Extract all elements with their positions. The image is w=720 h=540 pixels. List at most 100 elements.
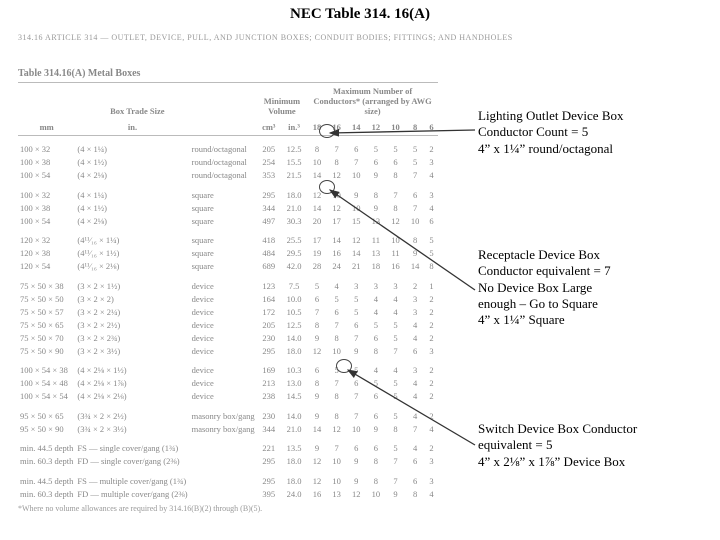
annotation: Switch Device Box Conductorequivalent = … <box>478 421 708 470</box>
highlight-circle <box>319 180 335 194</box>
cell: 10 <box>405 214 425 227</box>
cell: 100 × 54 × 38 <box>18 357 75 377</box>
cell: 6 <box>327 305 347 318</box>
cell: 95 × 50 × 65 <box>18 403 75 423</box>
cell: round/octagonal <box>190 169 257 182</box>
cell: 2 <box>405 273 425 293</box>
cell: 3 <box>425 344 438 357</box>
cell: 4 <box>425 487 438 500</box>
cell: 21.0 <box>281 422 307 435</box>
cell: 295 <box>257 344 281 357</box>
cell: 13.5 <box>281 435 307 455</box>
cell: 75 × 50 × 50 <box>18 292 75 305</box>
cell: 8 <box>327 331 347 344</box>
cell: 14 <box>307 201 327 214</box>
cell: 13.0 <box>281 377 307 390</box>
cell: 9 <box>346 455 366 468</box>
th-min-vol: Minimum Volume <box>257 83 308 120</box>
cell: square <box>190 214 257 227</box>
th-trade-size: Box Trade Size <box>18 83 257 120</box>
cell: (4 × 2⅛ × 2⅛) <box>75 390 189 403</box>
table-row: 120 × 38(4¹¹⁄₁₆ × 1½)square48429.5191614… <box>18 247 438 260</box>
cell: 13 <box>366 214 386 227</box>
cell: 6 <box>366 435 386 455</box>
cell: 295 <box>257 182 281 202</box>
th-in3: in.³ <box>281 119 307 136</box>
table-row: 75 × 50 × 65(3 × 2 × 2½)device20512.5876… <box>18 318 438 331</box>
cell: 28 <box>307 260 327 273</box>
cell: 5 <box>425 247 438 260</box>
cell: 8 <box>327 156 347 169</box>
cell: 21.0 <box>281 201 307 214</box>
cell: 3 <box>366 273 386 293</box>
cell: min. 60.3 depth <box>18 455 75 468</box>
cell: 7 <box>386 455 406 468</box>
table-row: 100 × 54 × 54(4 × 2⅛ × 2⅛)device23814.59… <box>18 390 438 403</box>
cell: 3 <box>386 273 406 293</box>
cell: 10 <box>366 487 386 500</box>
cell: 13 <box>366 247 386 260</box>
cell: (3 × 2 × 2) <box>75 292 189 305</box>
cell: 12 <box>346 227 366 247</box>
cell: 18.0 <box>281 468 307 488</box>
cell: 9 <box>366 422 386 435</box>
cell: (4¹¹⁄₁₆ × 1½) <box>75 247 189 260</box>
cell: 30.3 <box>281 214 307 227</box>
cell: 169 <box>257 357 281 377</box>
table-row: 100 × 54 × 48(4 × 2⅛ × 1⅞)device21313.08… <box>18 377 438 390</box>
cell: 8 <box>327 403 347 423</box>
cell: 230 <box>257 331 281 344</box>
cell: 2 <box>425 292 438 305</box>
cell: 13 <box>327 487 347 500</box>
table-footnote: *Where no volume allowances are required… <box>18 504 262 513</box>
cell: 7 <box>327 377 347 390</box>
cell: 6 <box>307 357 327 377</box>
cell: (3¾ × 2 × 2½) <box>75 403 189 423</box>
cell: square <box>190 260 257 273</box>
cell: 7 <box>386 344 406 357</box>
cell: 484 <box>257 247 281 260</box>
cell: 7 <box>346 156 366 169</box>
cell: 221 <box>257 435 281 455</box>
cell: 5 <box>386 435 406 455</box>
cell: 344 <box>257 201 281 214</box>
cell: 8 <box>366 182 386 202</box>
cell: masonry box/gang <box>190 422 257 435</box>
cell: device <box>190 377 257 390</box>
cell: 3 <box>425 455 438 468</box>
annotation: Lighting Outlet Device BoxConductor Coun… <box>478 108 708 157</box>
cell: 18.0 <box>281 344 307 357</box>
cell: 8 <box>405 487 425 500</box>
cell: 12 <box>327 422 347 435</box>
th-awg: 8 <box>405 119 425 136</box>
cell: 6 <box>307 292 327 305</box>
cell: 3 <box>405 357 425 377</box>
cell: 2 <box>425 390 438 403</box>
cell: 3 <box>405 305 425 318</box>
cell: 5 <box>366 377 386 390</box>
cell: 6 <box>405 182 425 202</box>
cell: 24 <box>327 260 347 273</box>
cell: 9 <box>405 247 425 260</box>
table-row: 100 × 54 × 38(4 × 2⅛ × 1½)device16910.36… <box>18 357 438 377</box>
cell: 6 <box>346 318 366 331</box>
cell: 5 <box>366 318 386 331</box>
cell: device <box>190 331 257 344</box>
cell: 10 <box>307 156 327 169</box>
cell: 7 <box>346 331 366 344</box>
table-row: min. 60.3 depthFD — single cover/gang (2… <box>18 455 438 468</box>
cell: 16 <box>386 260 406 273</box>
cell: 9 <box>366 169 386 182</box>
cell: 497 <box>257 214 281 227</box>
highlight-circle <box>336 359 352 373</box>
cell: 14.5 <box>281 390 307 403</box>
cell: 75 × 50 × 38 <box>18 273 75 293</box>
cell: 8 <box>425 260 438 273</box>
cell: 12 <box>307 455 327 468</box>
table-row: 75 × 50 × 50(3 × 2 × 2)device16410.06554… <box>18 292 438 305</box>
cell: 9 <box>386 487 406 500</box>
cell: 4 <box>405 435 425 455</box>
cell: 9 <box>346 344 366 357</box>
table-row: 95 × 50 × 65(3¾ × 2 × 2½)masonry box/gan… <box>18 403 438 423</box>
cell: 20 <box>307 214 327 227</box>
